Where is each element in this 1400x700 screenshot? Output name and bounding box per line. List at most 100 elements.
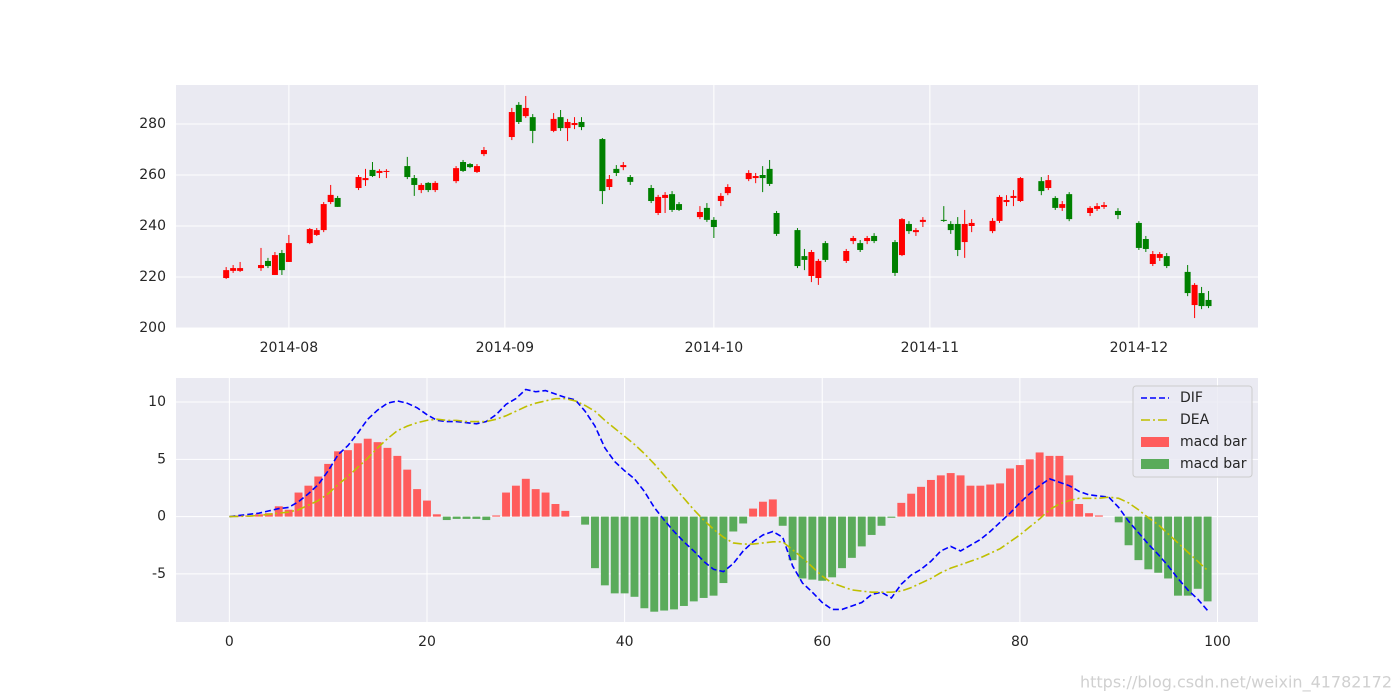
macd-bar [1183, 516, 1192, 596]
macd-bar [1144, 516, 1153, 570]
candle-body [752, 176, 759, 179]
macd-bar [679, 516, 688, 606]
candle-body [815, 260, 822, 279]
macd-bar [739, 516, 748, 524]
candle-body [1184, 271, 1191, 294]
macd-bar [689, 516, 698, 602]
candle-body [334, 197, 341, 207]
y-tick-label: 200 [139, 320, 166, 336]
candle-body [968, 222, 975, 227]
candle-body [794, 230, 801, 267]
y-tick-label: 220 [139, 269, 166, 285]
candle-body [1114, 210, 1121, 216]
macd-bar [462, 516, 471, 519]
candle-body [745, 172, 752, 180]
candle-body [996, 196, 1003, 221]
candle-body [230, 268, 237, 271]
candle-body [620, 165, 627, 168]
macd-bar [758, 501, 767, 517]
plot-area [176, 85, 1258, 328]
macd-bar [403, 469, 412, 517]
macd-bar [284, 509, 293, 517]
macd-bar [600, 516, 609, 586]
candle-body [1094, 206, 1101, 209]
macd-bar [383, 447, 392, 517]
candle-body [557, 117, 564, 129]
macd-bar [1035, 452, 1044, 517]
candle-body [599, 139, 606, 192]
x-tick-label: 2014-09 [476, 340, 535, 356]
candle-body [564, 121, 571, 129]
candle-body [676, 204, 683, 210]
candle-body [669, 194, 676, 210]
x-tick-label: 2014-10 [685, 340, 744, 356]
legend-label: macd bar [1180, 456, 1247, 472]
macd-bar [818, 516, 827, 581]
candle-body [724, 186, 731, 194]
macd-bar [531, 489, 540, 517]
candle-body [822, 243, 829, 260]
legend-label: DEA [1180, 412, 1210, 428]
macd-bar [1065, 475, 1074, 517]
candle-body [453, 168, 460, 182]
candle-body [327, 194, 334, 203]
candle-body [432, 182, 439, 191]
macd-bar [482, 516, 491, 521]
candle-body [808, 252, 815, 276]
candle-body [1059, 204, 1066, 208]
macd-bar [442, 516, 451, 521]
candle-body [648, 188, 655, 202]
candle-body [1101, 205, 1108, 207]
y-tick-label: 260 [139, 167, 166, 183]
macd-bar [828, 516, 837, 578]
candle-body [919, 219, 926, 222]
y-tick-label: 10 [148, 394, 166, 410]
macd-bar [936, 475, 945, 517]
candle-body [759, 175, 766, 179]
candle-body [264, 260, 271, 267]
candle-body [627, 177, 634, 182]
candle-body [320, 204, 327, 231]
candle-body [383, 170, 390, 172]
macd-bar [492, 515, 501, 517]
candle-body [369, 169, 376, 177]
macd-bar [373, 442, 382, 517]
macd-bar [729, 516, 738, 532]
candle-body [898, 219, 905, 256]
candle-body [662, 194, 669, 198]
candle-body [892, 242, 899, 273]
candle-body [1017, 178, 1024, 202]
candle-body [1010, 195, 1017, 198]
candle-body [1003, 199, 1010, 203]
macd-bar [966, 485, 975, 517]
legend: DIF DEA macd bar macd bar [1132, 385, 1253, 478]
candle-body [843, 250, 850, 261]
candle-body [613, 168, 620, 173]
macd-bar [808, 516, 817, 580]
candle-body [766, 168, 773, 184]
macd-bar [1164, 516, 1173, 579]
macd-bar [838, 516, 846, 569]
candle-body [703, 207, 710, 220]
candle-body [989, 220, 996, 232]
macd-bar [610, 516, 619, 594]
macd-bar [1094, 515, 1103, 517]
candle-body [905, 223, 912, 232]
macd-bar [1193, 516, 1202, 589]
macd-bar [650, 516, 659, 612]
candle-body [710, 219, 717, 228]
macd-bar [324, 463, 333, 517]
candle-body [223, 270, 230, 279]
candle-body [1205, 299, 1212, 307]
candle-body [278, 253, 285, 271]
candle-body [411, 178, 418, 185]
candle-body [425, 182, 432, 191]
candle-body [376, 170, 383, 173]
macd-bar [1203, 516, 1212, 602]
macd-bar [847, 516, 856, 558]
macd-bar [413, 489, 422, 517]
candle-body [1066, 194, 1073, 220]
x-tick-label: 0 [225, 634, 234, 650]
macd-bar [423, 500, 431, 517]
